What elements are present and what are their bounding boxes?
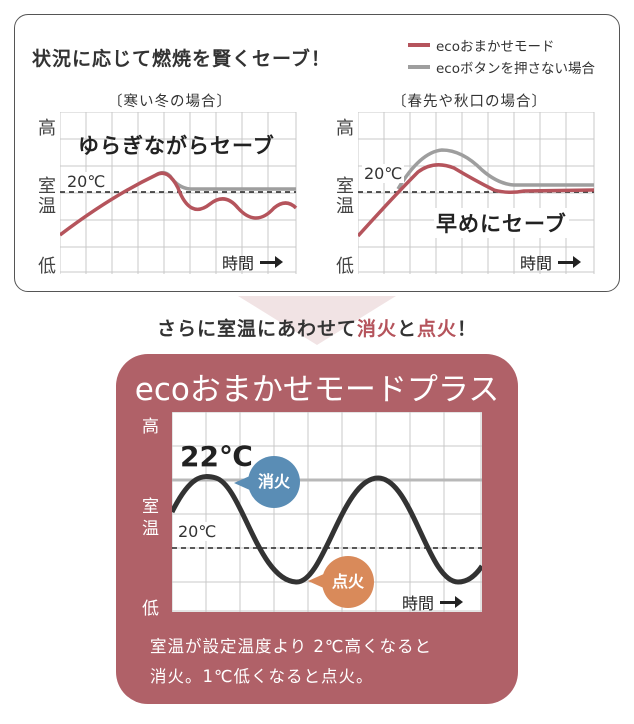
right-eco-line: [358, 163, 595, 238]
right-no-eco-line: [396, 148, 594, 190]
right-y-low: 低: [336, 256, 354, 277]
eco-plus-title: ecoおまかせモードプラス: [134, 372, 500, 408]
bottom-y-low: 低: [142, 599, 159, 619]
eco-plus-caption: 室温が設定温度より 2℃高くなると 消火。1℃低くなると点火。: [150, 632, 500, 692]
middle-message: さらに室温にあわせて消火と点火！: [0, 314, 634, 341]
legend-swatch-eco: [408, 43, 430, 47]
lower-temp-label: 20℃: [176, 522, 219, 541]
left-y-room-2: 温: [38, 196, 56, 217]
temperature-wave: [172, 474, 482, 585]
right-x-label: 時間: [520, 250, 582, 274]
left-chart-subtitle: 〔寒い冬の場合〕: [108, 94, 232, 110]
right-chart-subtitle: 〔春先や秋口の場合〕: [392, 94, 547, 110]
middle-accent-on: 点火: [417, 318, 458, 340]
left-chart-grid: [60, 112, 297, 274]
bottom-y-room-2: 温: [142, 519, 159, 539]
legend-label-eco: ecoおまかせモード: [436, 39, 555, 55]
legend-item-eco: ecoおまかせモード: [408, 34, 595, 56]
caption-line-1: 室温が設定温度より 2℃高くなると: [150, 637, 432, 656]
right-temp-label: 20℃: [362, 164, 405, 183]
left-chart: [60, 112, 298, 274]
legend-label-no-eco: ecoボタンを押さない場合: [436, 61, 595, 77]
right-x-label-text: 時間: [520, 254, 553, 273]
right-y-room-1: 室: [336, 176, 354, 197]
extinguish-bubble: 消火: [248, 456, 300, 508]
bottom-y-room-1: 室: [142, 497, 159, 517]
left-x-label-text: 時間: [222, 254, 255, 273]
right-arrow-icon: [558, 255, 582, 268]
right-arrow-icon: [440, 595, 464, 608]
left-y-low: 低: [38, 256, 56, 277]
legend-swatch-no-eco: [408, 65, 430, 69]
left-temp-label: 20℃: [66, 172, 107, 191]
down-arrow-divider: [238, 296, 396, 345]
middle-accent-off: 消火: [356, 318, 397, 340]
bottom-x-label: 時間: [402, 590, 464, 614]
bottom-x-label-text: 時間: [402, 594, 435, 613]
middle-text-3: ！: [457, 318, 478, 340]
left-x-label: 時間: [222, 250, 284, 274]
caption-line-2: 消火。1℃低くなると点火。: [150, 667, 374, 686]
middle-text-2: と: [396, 318, 417, 340]
comparison-panel: [14, 14, 620, 292]
ignite-bubble-tail: [308, 573, 326, 589]
bottom-y-high: 高: [142, 417, 159, 437]
right-arrow-icon: [260, 255, 284, 268]
left-y-high: 高: [38, 118, 56, 139]
upper-temp-label: 22℃: [180, 440, 253, 473]
right-y-room-2: 温: [336, 196, 354, 217]
legend: ecoおまかせモード ecoボタンを押さない場合: [408, 34, 595, 78]
headline: 状況に応じて燃焼を賢くセーブ！: [32, 48, 331, 70]
middle-text-1: さらに室温にあわせて: [156, 318, 357, 340]
left-chart-caption: ゆらぎながらセーブ: [78, 134, 275, 158]
right-chart-caption: 早めにセーブ: [434, 208, 569, 238]
ignite-bubble: 点火: [322, 556, 374, 608]
extinguish-bubble-tail: [234, 475, 252, 491]
legend-item-no-eco: ecoボタンを押さない場合: [408, 56, 595, 78]
bottom-chart: [172, 412, 482, 612]
left-eco-line: [60, 171, 298, 237]
left-y-room-1: 室: [38, 176, 56, 197]
right-y-high: 高: [336, 118, 354, 139]
